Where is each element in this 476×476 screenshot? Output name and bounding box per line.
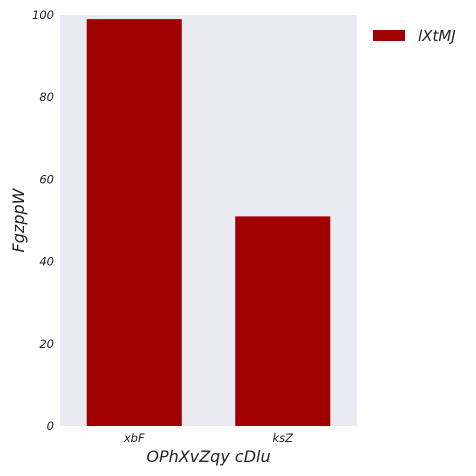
y-tick-label: 80 [39,90,54,104]
x-tick-label: ksZ [272,431,294,445]
bar-ksZ [235,216,331,426]
y-tick-label: 100 [32,8,54,22]
bar-xbF [86,19,182,427]
y-tick-label: 20 [39,337,54,351]
x-axis-ticks: xbF ksZ [123,431,294,445]
legend: lXtMJ [373,27,456,45]
y-axis-label: FgzppW [9,187,28,252]
legend-label: lXtMJ [418,27,456,45]
legend-swatch [373,30,405,41]
y-tick-label: 0 [47,419,54,433]
x-tick-label: xbF [123,431,145,445]
y-axis-ticks: 0 20 40 60 80 100 [32,8,54,433]
x-axis-label: OPhXvZqy cDlu [146,447,270,466]
y-tick-label: 60 [39,172,54,186]
y-tick-label: 40 [39,255,54,269]
bars-group [86,19,331,427]
